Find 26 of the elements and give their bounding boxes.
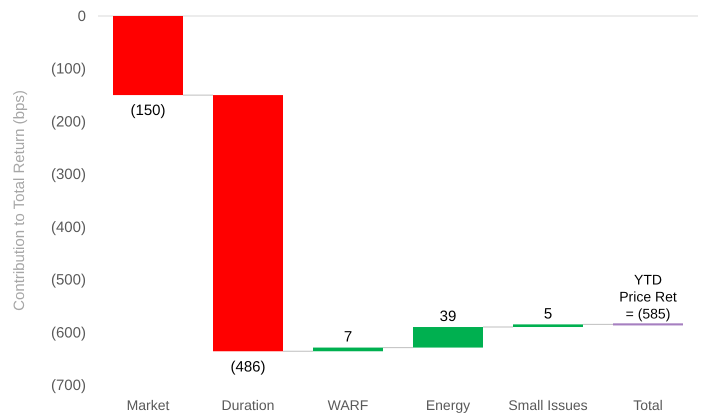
bar xyxy=(313,348,383,352)
x-tick-label: Duration xyxy=(222,397,274,413)
bar xyxy=(213,95,283,352)
y-tick-label: (200) xyxy=(50,113,86,130)
y-tick-label: (300) xyxy=(50,166,86,184)
y-tick-label: (400) xyxy=(50,218,86,236)
y-tick-label: 0 xyxy=(78,8,86,25)
x-tick-label: Small Issues xyxy=(508,397,588,413)
y-tick-label: (500) xyxy=(50,272,86,289)
data-label: 5 xyxy=(544,305,552,322)
bar xyxy=(113,16,183,96)
bar xyxy=(413,327,483,348)
data-label: (486) xyxy=(230,358,266,376)
x-tick-label: Energy xyxy=(426,397,470,413)
data-label: 7 xyxy=(344,328,352,346)
x-tick-label: Market xyxy=(126,397,170,413)
y-tick-label: (100) xyxy=(50,60,86,78)
data-label: 39 xyxy=(440,308,456,326)
x-tick-label: Total xyxy=(633,397,663,413)
y-tick-label: (600) xyxy=(50,324,86,342)
y-axis-title: Contribution to Total Return (bps) xyxy=(11,90,28,311)
bar xyxy=(513,324,583,328)
x-tick-label: WARF xyxy=(328,397,368,413)
annotation: YTD Price Ret = (585) xyxy=(619,271,677,322)
data-label: (150) xyxy=(130,102,166,120)
y-tick-label: (700) xyxy=(50,377,86,394)
